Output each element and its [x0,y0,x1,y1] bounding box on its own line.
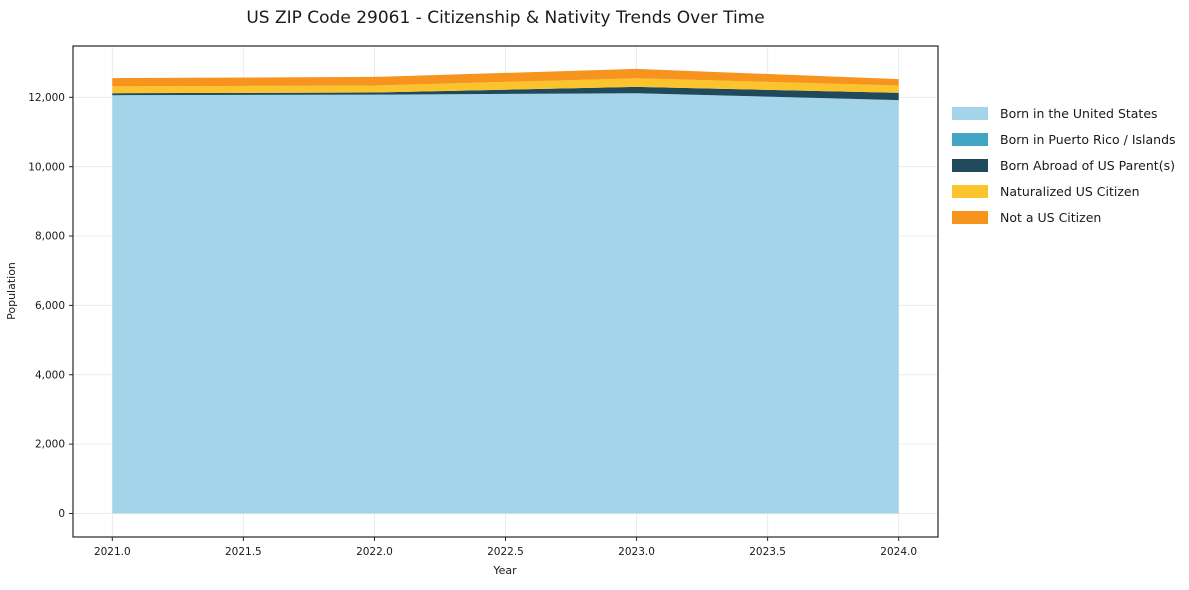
area-layer [112,68,899,514]
legend-label: Not a US Citizen [1000,209,1102,225]
y-tick-label: 0 [58,508,65,520]
x-tick-label: 2024.0 [880,546,917,558]
y-axis-label: Population [5,262,18,320]
legend-item: Naturalized US Citizen [952,178,1176,204]
x-tick-label: 2021.5 [225,546,262,558]
legend-swatch [952,210,988,224]
y-tick-label: 10,000 [28,161,65,173]
x-axis-label: Year [492,564,517,577]
tick-layer: 0 2,000 4,000 6,000 8,000 10,000 12,000 2021.0 2… [28,92,917,558]
legend-label: Born in the United States [1000,106,1158,122]
x-tick-label: 2022.5 [487,546,524,558]
area-not-a-us-citizen [112,68,899,87]
legend-item: Born in the United States [952,101,1176,127]
legend-item: Born Abroad of US Parent(s) [952,153,1176,179]
legend-swatch [952,107,988,121]
legend-swatch [952,158,988,172]
y-tick-label: 6,000 [35,300,65,312]
legend-swatch [952,133,988,147]
area-naturalized-us-citizen [112,78,899,94]
legend-item: Born in Puerto Rico / Islands [952,127,1176,153]
legend-label: Born in Puerto Rico / Islands [1000,132,1176,148]
legend-label: Naturalized US Citizen [1000,183,1140,199]
chart-title: US ZIP Code 29061 - Citizenship & Nativi… [246,8,765,28]
y-tick-label: 8,000 [35,231,65,243]
x-tick-label: 2023.0 [618,546,655,558]
legend: Born in the United States Born in Puerto … [952,101,1176,230]
x-tick-label: 2023.5 [749,546,786,558]
y-tick-label: 2,000 [35,439,65,451]
y-tick-label: 4,000 [35,369,65,381]
legend-swatch [952,184,988,198]
x-tick-label: 2022.0 [356,546,393,558]
area-born-in-the-united-states [112,93,899,514]
y-tick-label: 12,000 [28,92,65,104]
x-tick-label: 2021.0 [94,546,131,558]
legend-item: Not a US Citizen [952,204,1176,230]
area-born-abroad-of-us-parent-s- [112,86,899,101]
legend-label: Born Abroad of US Parent(s) [1000,157,1175,173]
